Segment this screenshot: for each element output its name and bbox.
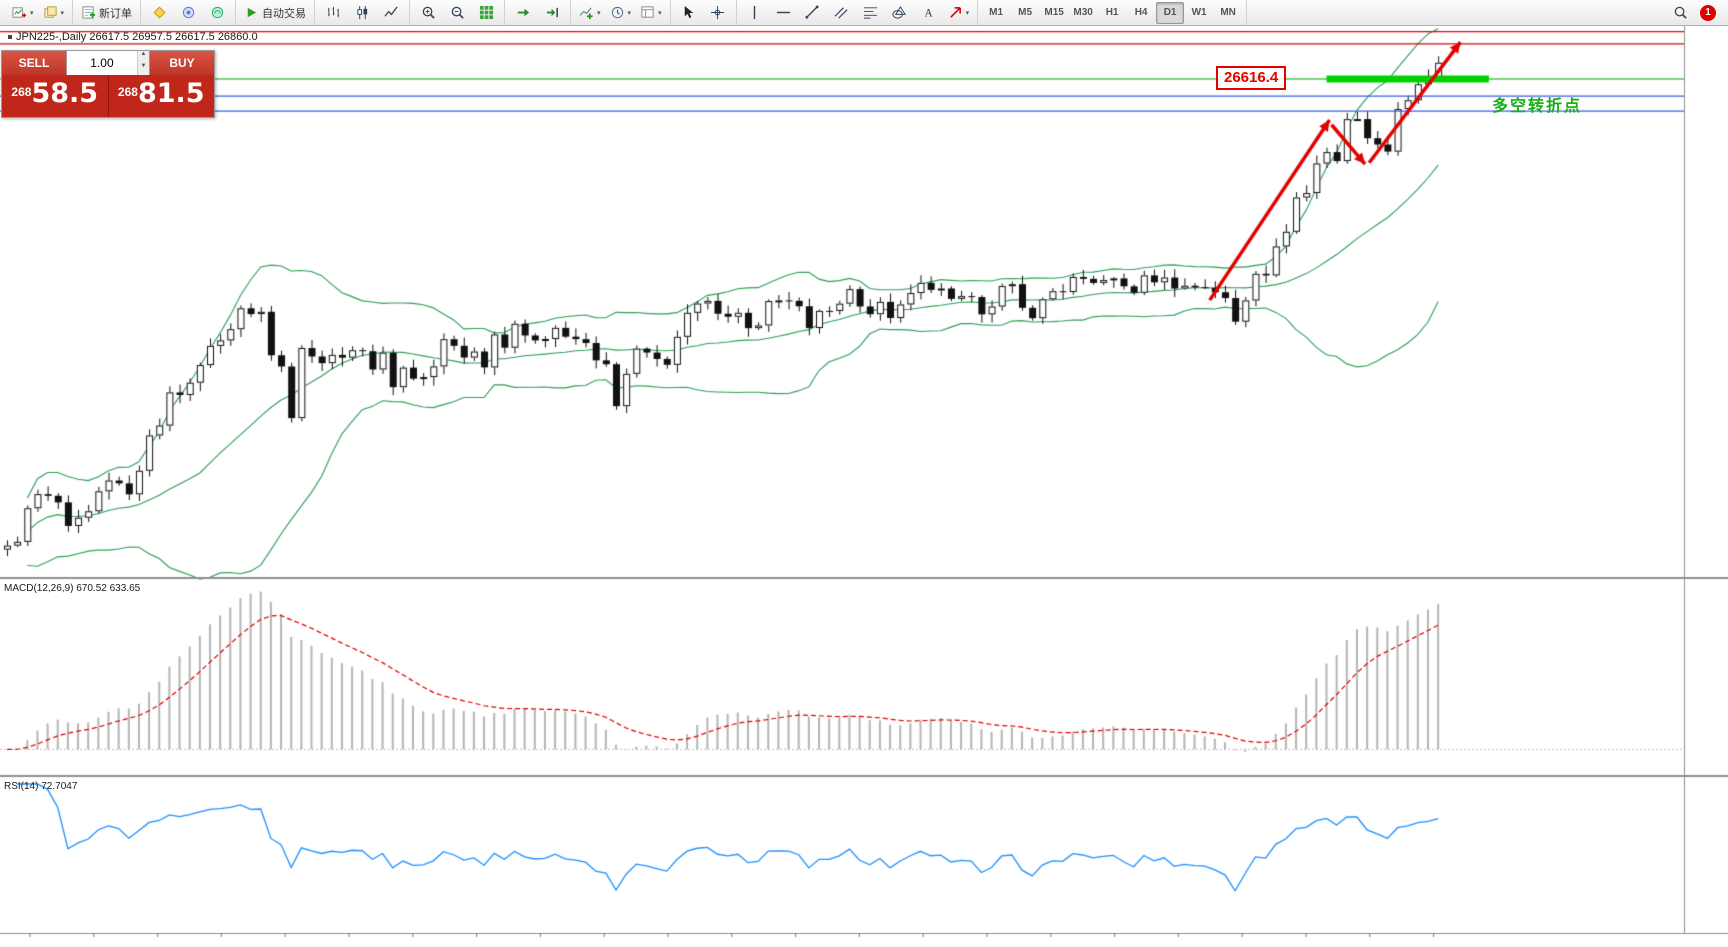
timeframe-m15[interactable]: M15 (1040, 2, 1068, 24)
indicators-icon-caret: ▾ (597, 9, 601, 17)
timeframe-h1[interactable]: H1 (1098, 2, 1126, 24)
svg-text:A: A (925, 7, 934, 19)
sell-price[interactable]: 268 58.5 (2, 75, 109, 117)
auto-scroll-icon[interactable] (509, 2, 537, 24)
templates-icon-caret: ▾ (658, 9, 662, 17)
chart-profiles-icon[interactable]: ▾ (39, 2, 69, 24)
equidistant-channel-icon[interactable] (828, 2, 856, 24)
volume-down-icon[interactable]: ▼ (137, 63, 149, 75)
timeframe-m1-label: M1 (989, 7, 1004, 18)
macd-indicator-label: MACD(12,26,9) 670.52 633.65 (4, 583, 141, 594)
fibonacci-icon[interactable] (857, 2, 885, 24)
buy-price[interactable]: 268 81.5 (109, 75, 215, 117)
timeframe-w1-label: W1 (1191, 7, 1207, 18)
toolbar-right: 1 (1666, 2, 1724, 24)
new-order-button-label: 新订单 (99, 7, 133, 20)
timeframe-w1[interactable]: W1 (1185, 2, 1213, 24)
sell-price-main: 58.5 (31, 78, 99, 109)
toolbar-group: M1 M5 M15 M30 H1 H4 D1 W1 MN (978, 0, 1248, 25)
timeframe-h4[interactable]: H4 (1127, 2, 1155, 24)
sell-button[interactable]: SELL (2, 51, 66, 75)
chart-shift-icon[interactable] (538, 2, 566, 24)
buy-price-prefix: 268 (117, 85, 138, 99)
sell-price-prefix: 268 (11, 85, 32, 99)
timeframe-m5-label: M5 (1018, 7, 1033, 18)
timeframe-mn[interactable]: MN (1214, 2, 1242, 24)
autotrading-button-label: 自动交易 (262, 7, 307, 20)
volume-input[interactable] (67, 51, 137, 75)
toolbar-group: 自动交易 (236, 0, 316, 25)
buy-button[interactable]: BUY (150, 51, 214, 75)
timeframe-d1[interactable]: D1 (1156, 1, 1185, 24)
turning-point-annotation: 多空转折点 (1492, 98, 1583, 115)
cursor-icon[interactable] (675, 2, 703, 24)
autotrading-button[interactable]: 自动交易 (240, 2, 310, 24)
new-chart-icon-caret: ▾ (30, 9, 34, 17)
toolbar-group (505, 0, 572, 25)
one-click-row-prices: 268 58.5 268 81.5 (2, 75, 214, 117)
volume-up-icon[interactable]: ▲ (137, 51, 149, 63)
toolbar: ▾ ▾ 新订单 自动交易 ▾ ▾ ▾ A ▾ M1 M5 M15 M30 H1 H4 D1 W1 MN 1 (0, 0, 1728, 26)
toolbar-group: ▾ ▾ ▾ (571, 0, 671, 25)
new-order-button[interactable]: 新订单 (77, 2, 136, 24)
chart-title: JPN225-,Daily 26617.5 26957.5 26617.5 26… (8, 31, 258, 43)
periods-icon[interactable]: ▾ (606, 2, 636, 24)
line-chart-icon[interactable] (377, 2, 405, 24)
vertical-line-icon[interactable] (741, 2, 769, 24)
options-icon[interactable] (174, 2, 202, 24)
timeframe-d1-label: D1 (1163, 7, 1177, 18)
toolbar-group: 新订单 (73, 0, 142, 25)
chart-symbol-icon (8, 35, 12, 39)
chart-profiles-icon-caret: ▾ (60, 9, 65, 17)
templates-icon[interactable]: ▾ (636, 2, 666, 24)
one-click-row-buttons: SELL ▲ ▼ BUY (2, 51, 214, 75)
toolbar-group: ▾ ▾ (4, 0, 74, 25)
timeframe-h1-label: H1 (1105, 7, 1119, 18)
toolbar-group (315, 0, 411, 25)
text-icon[interactable]: A (915, 2, 943, 24)
trendline-icon[interactable] (799, 2, 827, 24)
search-icon[interactable] (1666, 2, 1694, 24)
shapes-icon[interactable] (886, 2, 914, 24)
timeframe-m30[interactable]: M30 (1069, 2, 1097, 24)
toolbar-group: A ▾ (737, 0, 979, 25)
toolbar-group (141, 0, 237, 25)
community-icon[interactable] (203, 2, 231, 24)
volume-field: ▲ ▼ (66, 51, 150, 75)
rsi-indicator-label: RSI(14) 72.7047 (4, 781, 78, 792)
zoom-in-icon[interactable] (414, 2, 442, 24)
crosshair-icon[interactable] (704, 2, 732, 24)
indicators-icon[interactable]: ▾ (575, 2, 605, 24)
bar-chart-icon[interactable] (319, 2, 347, 24)
candlestick-chart-icon[interactable] (348, 2, 376, 24)
timeframe-mn-label: MN (1220, 7, 1236, 18)
support-level-label: 26616.4 (1216, 66, 1287, 90)
arrows-icon[interactable]: ▾ (944, 2, 974, 24)
new-chart-icon[interactable]: ▾ (8, 2, 38, 24)
toolbar-group (671, 0, 737, 25)
timeframe-m5[interactable]: M5 (1011, 2, 1039, 24)
horizontal-line-icon[interactable] (770, 2, 798, 24)
timeframe-m30-label: M30 (1073, 7, 1093, 18)
timeframe-m1[interactable]: M1 (982, 2, 1010, 24)
toolbar-group (410, 0, 506, 25)
tile-windows-icon[interactable] (472, 2, 500, 24)
buy-price-main: 81.5 (137, 78, 205, 109)
zoom-out-icon[interactable] (443, 2, 471, 24)
notification-badge[interactable]: 1 (1700, 4, 1716, 21)
timeframe-h4-label: H4 (1134, 7, 1148, 18)
volume-spinner: ▲ ▼ (136, 51, 149, 75)
arrows-icon-caret: ▾ (965, 9, 970, 17)
metaeditor-icon[interactable] (145, 2, 173, 24)
timeframe-m15-label: M15 (1044, 7, 1064, 18)
chart-title-text: JPN225-,Daily 26617.5 26957.5 26617.5 26… (16, 31, 258, 43)
periods-icon-caret: ▾ (627, 9, 632, 17)
